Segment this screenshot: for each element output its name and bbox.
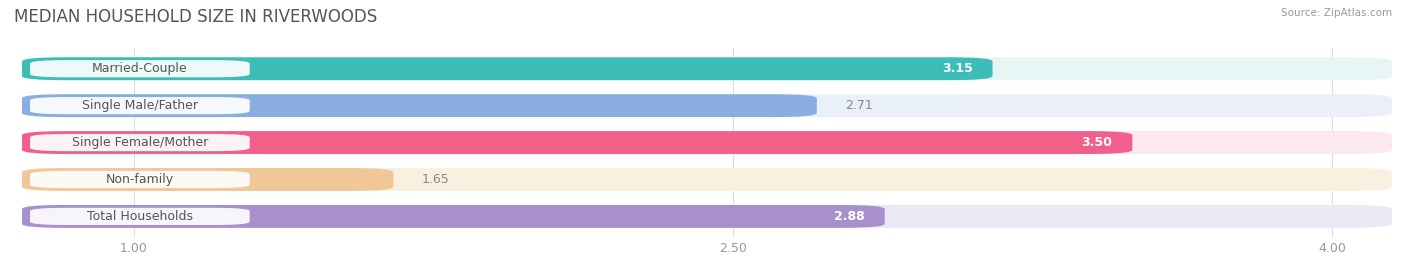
Text: Non-family: Non-family [105, 173, 174, 186]
FancyBboxPatch shape [30, 134, 250, 151]
FancyBboxPatch shape [22, 168, 1392, 191]
FancyBboxPatch shape [30, 60, 250, 77]
FancyBboxPatch shape [30, 171, 250, 188]
Text: 3.50: 3.50 [1081, 136, 1112, 149]
Text: Married-Couple: Married-Couple [91, 62, 187, 75]
FancyBboxPatch shape [22, 205, 1392, 228]
Text: 2.88: 2.88 [834, 210, 865, 223]
FancyBboxPatch shape [22, 57, 993, 80]
Text: MEDIAN HOUSEHOLD SIZE IN RIVERWOODS: MEDIAN HOUSEHOLD SIZE IN RIVERWOODS [14, 8, 377, 26]
FancyBboxPatch shape [22, 168, 394, 191]
Text: Total Households: Total Households [87, 210, 193, 223]
Text: Single Male/Father: Single Male/Father [82, 99, 198, 112]
FancyBboxPatch shape [22, 131, 1132, 154]
FancyBboxPatch shape [22, 205, 884, 228]
Text: 1.65: 1.65 [422, 173, 449, 186]
FancyBboxPatch shape [22, 131, 1392, 154]
Text: 3.15: 3.15 [942, 62, 973, 75]
FancyBboxPatch shape [30, 208, 250, 225]
FancyBboxPatch shape [22, 57, 1392, 80]
FancyBboxPatch shape [22, 94, 817, 117]
Text: 2.71: 2.71 [845, 99, 873, 112]
FancyBboxPatch shape [22, 94, 1392, 117]
Text: Source: ZipAtlas.com: Source: ZipAtlas.com [1281, 8, 1392, 18]
Text: Single Female/Mother: Single Female/Mother [72, 136, 208, 149]
FancyBboxPatch shape [30, 97, 250, 114]
